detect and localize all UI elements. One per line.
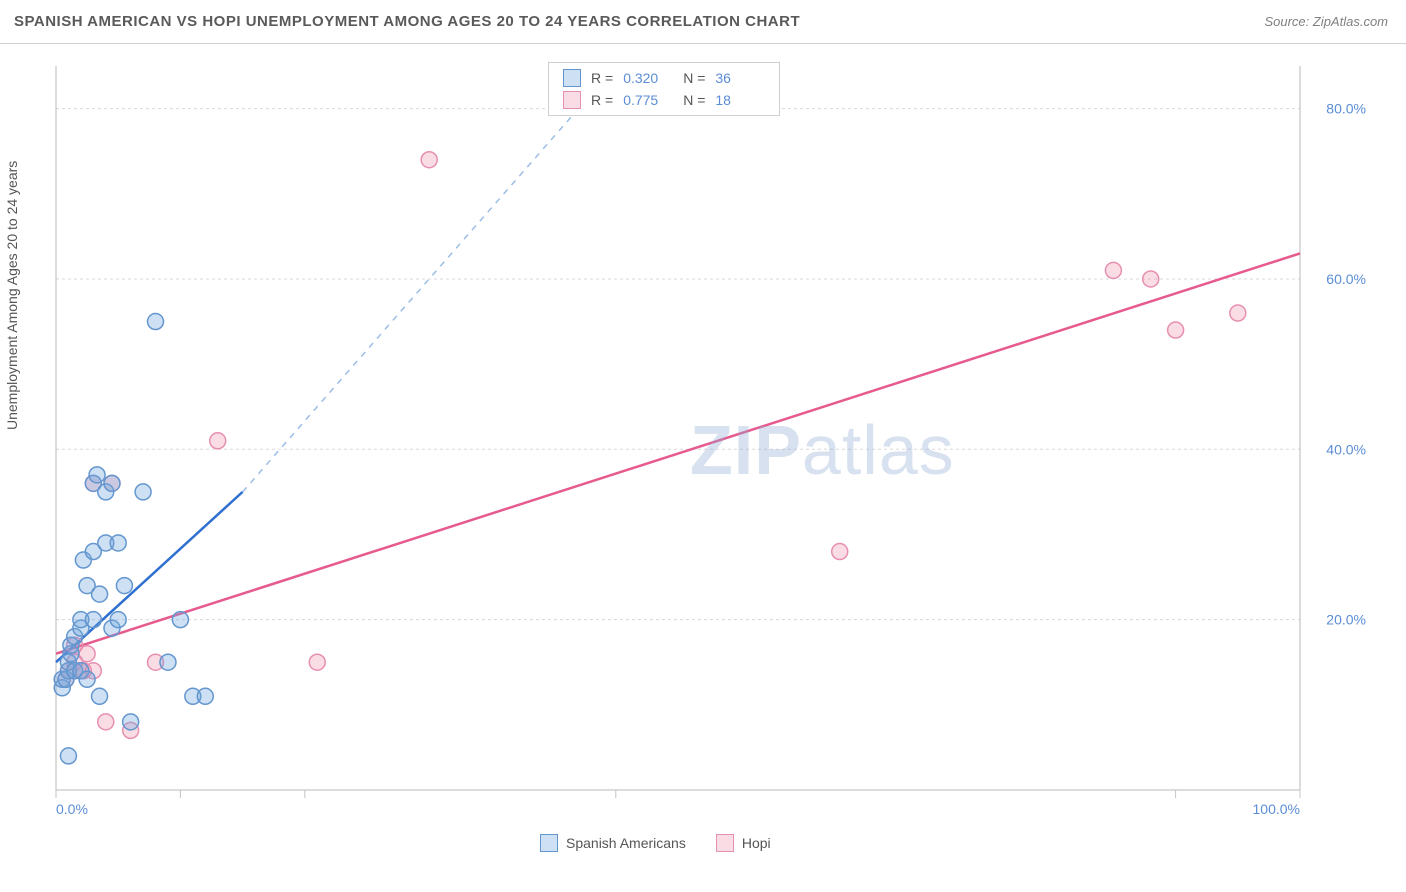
title-bar: SPANISH AMERICAN VS HOPI UNEMPLOYMENT AM… <box>0 0 1406 44</box>
svg-text:40.0%: 40.0% <box>1326 441 1366 457</box>
stats-row-b: R = 0.775 N = 18 <box>549 89 779 111</box>
scatter-chart-svg: 20.0% 40.0% 60.0% 80.0% 0.0% 100.0% <box>50 60 1372 820</box>
r-value-a: 0.320 <box>623 70 673 86</box>
r-value-b: 0.775 <box>623 92 673 108</box>
stats-legend: R = 0.320 N = 36 R = 0.775 N = 18 <box>548 62 780 116</box>
n-value-a: 36 <box>715 70 765 86</box>
n-label: N = <box>683 92 705 108</box>
series-legend: Spanish Americans Hopi <box>540 834 771 852</box>
svg-text:60.0%: 60.0% <box>1326 271 1366 287</box>
svg-text:0.0%: 0.0% <box>56 801 88 817</box>
r-label: R = <box>591 70 613 86</box>
svg-text:100.0%: 100.0% <box>1253 801 1300 817</box>
legend-label-hopi: Hopi <box>742 835 771 851</box>
swatch-spanish-icon <box>563 69 581 87</box>
svg-text:20.0%: 20.0% <box>1326 612 1366 628</box>
svg-text:80.0%: 80.0% <box>1326 101 1366 117</box>
legend-item-hopi: Hopi <box>716 834 771 852</box>
y-axis-label: Unemployment Among Ages 20 to 24 years <box>4 161 20 430</box>
plot-area: 20.0% 40.0% 60.0% 80.0% 0.0% 100.0% <box>50 60 1372 820</box>
source-label: Source: ZipAtlas.com <box>1264 14 1388 29</box>
swatch-spanish-icon <box>540 834 558 852</box>
n-value-b: 18 <box>715 92 765 108</box>
chart-title: SPANISH AMERICAN VS HOPI UNEMPLOYMENT AM… <box>14 13 800 30</box>
swatch-hopi-icon <box>563 91 581 109</box>
r-label: R = <box>591 92 613 108</box>
legend-item-spanish: Spanish Americans <box>540 834 686 852</box>
stats-row-a: R = 0.320 N = 36 <box>549 67 779 89</box>
legend-label-spanish: Spanish Americans <box>566 835 686 851</box>
swatch-hopi-icon <box>716 834 734 852</box>
n-label: N = <box>683 70 705 86</box>
